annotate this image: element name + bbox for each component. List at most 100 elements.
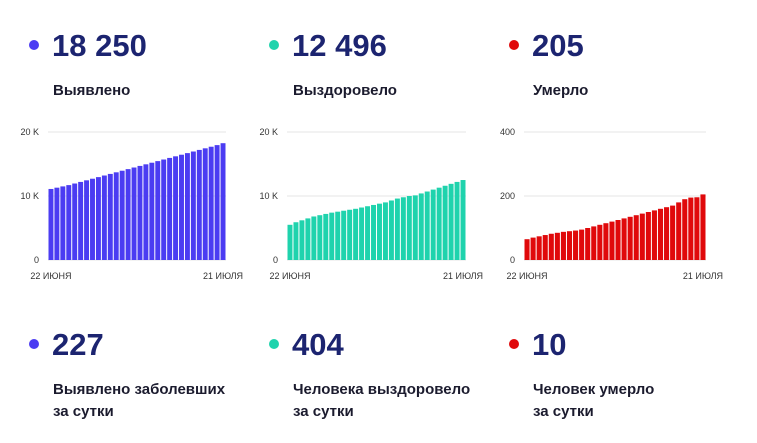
bar: [311, 216, 317, 260]
bar: [299, 220, 305, 260]
bar: [95, 177, 101, 260]
bar: [323, 213, 329, 260]
bar: [382, 202, 388, 260]
bar: [329, 212, 335, 260]
bar: [388, 200, 394, 260]
bar: [560, 231, 566, 260]
y-tick-label: 20 K: [20, 127, 39, 137]
stat-label: за сутки: [293, 403, 354, 420]
bar: [448, 183, 454, 260]
bar: [208, 146, 214, 260]
y-tick-label: 10 K: [259, 191, 278, 201]
bullet: [269, 40, 279, 50]
bar: [694, 197, 700, 260]
bar: [424, 191, 430, 260]
bar: [682, 199, 688, 260]
bar: [554, 232, 560, 260]
bar: [597, 224, 603, 260]
bar: [161, 159, 167, 260]
bar: [155, 161, 161, 260]
stat-label: Выявлено заболевших: [53, 381, 226, 398]
stat-value: 404: [292, 327, 344, 362]
x-tick-label: 21 ИЮЛЯ: [683, 271, 723, 281]
bullet: [509, 339, 519, 349]
bar: [131, 167, 137, 260]
bullet: [29, 339, 39, 349]
stat-value: 10: [532, 327, 566, 362]
bar: [179, 154, 184, 260]
stat-value: 205: [532, 28, 584, 63]
bar: [657, 208, 664, 260]
y-tick-label: 0: [34, 255, 39, 265]
bar: [536, 236, 542, 260]
bar: [639, 213, 645, 260]
bar: [48, 188, 54, 260]
bar: [651, 210, 657, 260]
bar: [530, 237, 536, 260]
bar: [335, 211, 341, 260]
bar: [143, 164, 149, 260]
bar: [341, 210, 347, 260]
bar: [149, 162, 155, 260]
x-tick-label: 22 ИЮНЯ: [30, 271, 71, 281]
bar: [371, 204, 376, 260]
bar: [591, 226, 597, 260]
bar: [430, 189, 436, 260]
bar: [214, 145, 220, 260]
bar: [615, 220, 621, 260]
stat-value: 227: [52, 327, 104, 362]
bar: [406, 196, 412, 260]
bar: [305, 218, 311, 260]
bar: [627, 216, 633, 260]
bar: [173, 156, 179, 260]
stat-label: Человек умерло: [533, 381, 654, 398]
bar: [664, 207, 670, 260]
bar: [119, 170, 125, 260]
y-tick-label: 200: [500, 191, 515, 201]
stat-value: 12 496: [292, 28, 387, 63]
bar: [196, 149, 202, 260]
bar: [60, 186, 66, 260]
y-tick-label: 0: [273, 255, 278, 265]
bar: [54, 187, 60, 260]
stat-label: за сутки: [533, 403, 594, 420]
stat-value: 18 250: [52, 28, 147, 63]
x-tick-label: 22 ИЮНЯ: [269, 271, 310, 281]
y-tick-label: 10 K: [20, 191, 39, 201]
x-tick-label: 22 ИЮНЯ: [506, 271, 547, 281]
bar: [101, 175, 107, 260]
bar: [184, 153, 190, 260]
bar: [78, 181, 84, 260]
bar: [167, 157, 173, 260]
bar: [353, 208, 359, 260]
bar: [317, 215, 323, 260]
bar: [293, 222, 299, 260]
x-tick-label: 21 ИЮЛЯ: [203, 271, 243, 281]
bar: [418, 193, 424, 260]
y-tick-label: 400: [500, 127, 515, 137]
stat-label: Человека выздоровело: [293, 381, 470, 398]
bar: [645, 212, 651, 260]
bar: [460, 180, 466, 260]
bar: [700, 194, 706, 260]
bar: [524, 239, 530, 260]
bar: [359, 207, 365, 260]
bar: [400, 197, 406, 260]
bar: [442, 185, 448, 260]
bar: [579, 229, 585, 260]
bar: [585, 228, 591, 260]
bar: [90, 178, 95, 260]
bar: [347, 209, 353, 260]
stat-label: за сутки: [53, 403, 114, 420]
bar: [573, 230, 579, 260]
bar: [566, 231, 573, 260]
bar: [676, 202, 682, 260]
bar: [202, 148, 208, 260]
bar: [609, 221, 615, 260]
bar: [113, 172, 119, 260]
bar: [633, 215, 639, 260]
stat-label: Умерло: [533, 82, 588, 99]
bar: [84, 180, 90, 260]
bar: [621, 218, 627, 260]
